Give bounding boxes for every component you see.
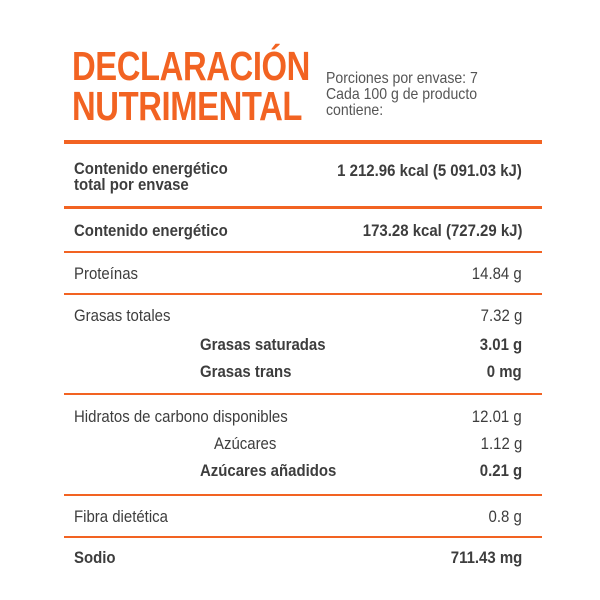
title-line-1: DECLARACIÓN (72, 43, 310, 89)
divider (64, 494, 542, 496)
divider (64, 393, 542, 395)
servings-line-3: contiene: (326, 102, 384, 119)
addsugars-value: 0.21 g (479, 461, 522, 480)
row-fiber: Fibra dietética 0.8 g (64, 496, 542, 536)
row-energy-total: Contenido energético total por envase 1 … (64, 144, 542, 206)
divider (64, 206, 542, 209)
satfat-label: Grasas saturadas (200, 335, 326, 354)
divider (64, 293, 542, 295)
energy-label: Contenido energético (74, 221, 228, 240)
sodium-value: 711.43 mg (450, 548, 522, 567)
servings-line-1: Porciones por envase: 7 (326, 70, 478, 87)
sugars-value: 1.12 g (480, 434, 522, 453)
row-carbs: Hidratos de carbono disponibles 12.01 g … (64, 395, 542, 494)
sodium-label: Sodio (74, 548, 116, 567)
carbs-label: Hidratos de carbono disponibles (74, 407, 288, 426)
fat-label: Grasas totales (74, 306, 171, 325)
divider (64, 536, 542, 538)
transfat-label: Grasas trans (200, 362, 292, 381)
row-fats: Grasas totales 7.32 g Grasas saturadas 3… (64, 295, 542, 393)
servings-info: Porciones por envase: 7 Cada 100 g de pr… (326, 71, 478, 119)
header-divider (64, 140, 542, 144)
addsugars-label: Azúcares añadidos (200, 461, 337, 480)
row-energy: Contenido energético 173.28 kcal (727.29… (64, 209, 542, 251)
sugars-label: Azúcares (214, 434, 277, 453)
nutrient-table: Contenido energético total por envase 1 … (64, 144, 542, 578)
protein-label: Proteínas (74, 264, 139, 283)
fat-value: 7.32 g (480, 306, 522, 325)
carbs-value: 12.01 g (472, 407, 522, 426)
row-protein: Proteínas 14.84 g (64, 253, 542, 293)
fiber-value: 0.8 g (488, 507, 522, 526)
energy-total-value: 1 212.96 kcal (5 091.03 kJ) (337, 161, 522, 180)
title-line-2: NUTRIMENTAL (72, 83, 303, 129)
protein-value: 14.84 g (472, 264, 522, 283)
transfat-value: 0 mg (487, 362, 522, 381)
satfat-value: 3.01 g (479, 335, 522, 354)
energy-total-label: Contenido energético total por envase (74, 159, 228, 194)
label-header: DECLARACIÓN NUTRIMENTAL Porciones por en… (64, 42, 542, 138)
row-sodium: Sodio 711.43 mg (64, 538, 542, 578)
energy-total-label-line-2: total por envase (74, 175, 189, 194)
divider (64, 251, 542, 253)
servings-line-2: Cada 100 g de producto (326, 86, 478, 103)
energy-value: 173.28 kcal (727.29 kJ) (362, 221, 522, 240)
energy-total-label-line-1: Contenido energético (74, 159, 228, 178)
fiber-label: Fibra dietética (74, 507, 168, 526)
label-title: DECLARACIÓN NUTRIMENTAL (72, 43, 310, 129)
nutrition-label: DECLARACIÓN NUTRIMENTAL Porciones por en… (64, 42, 542, 567)
